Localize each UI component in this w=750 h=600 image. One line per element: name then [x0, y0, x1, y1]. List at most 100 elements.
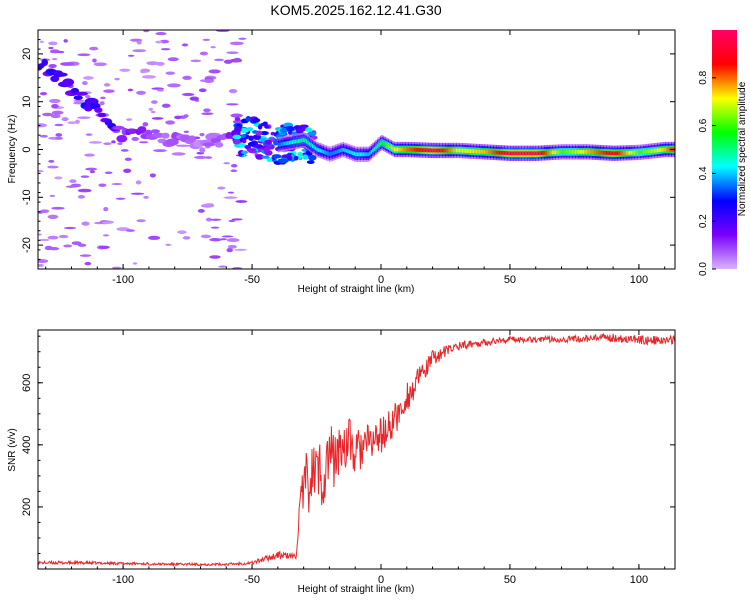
spectral-ribbon-core [660, 148, 662, 152]
spectral-noise-blob [80, 175, 90, 178]
spectral-ribbon-core [404, 147, 407, 152]
spectral-noise-blob [48, 41, 58, 46]
spectral-ribbon-core [653, 148, 656, 153]
spectral-noise-blob [73, 99, 86, 102]
spectral-ribbon-core [605, 151, 608, 155]
spectral-ribbon-core [622, 151, 625, 155]
spectral-ridge-blob [112, 125, 125, 130]
spectral-noise-blob [54, 176, 63, 180]
spectral-noise-blob [190, 59, 202, 63]
spectral-ribbon-core [485, 150, 487, 154]
spectral-ribbon-core [437, 148, 439, 153]
spectral-ribbon-core [341, 147, 343, 152]
spectral-ridge-blob [150, 129, 160, 134]
spectral-ribbon-core [280, 142, 283, 147]
spectral-ribbon-core [448, 148, 450, 153]
spectral-ribbon-core [655, 148, 657, 153]
spectral-noise-blob [235, 200, 248, 203]
spectral-noise-blob [217, 186, 226, 190]
spectral-ribbon-core [364, 152, 366, 157]
spectral-ribbon-core [285, 141, 287, 146]
spectral-ridge-blob [62, 78, 75, 87]
spectrogram-xtick-label: -50 [244, 274, 260, 286]
spectral-ribbon-core [539, 151, 541, 156]
spectral-ribbon-core [607, 151, 609, 155]
spectral-ribbon-core [299, 138, 301, 143]
spectral-ribbon-core [392, 146, 394, 151]
spectral-ribbon-core [407, 147, 410, 152]
spectral-ribbon-core [396, 147, 399, 152]
spectral-noise-blob [177, 230, 187, 234]
spectral-ribbon-core [629, 150, 631, 155]
spectral-ridge-blob [73, 95, 83, 100]
spectral-ribbon-core [556, 150, 558, 155]
spectral-noise-blob [136, 219, 146, 223]
spectral-noise-blob [171, 152, 186, 156]
spectral-ribbon-core [618, 151, 620, 156]
spectrogram-xtick-label: 100 [630, 274, 648, 286]
spectral-ribbon-core [491, 150, 493, 155]
spectral-cluster-blob [247, 141, 256, 147]
spectral-noise-blob [223, 196, 238, 199]
spectral-ribbon-core [457, 148, 459, 153]
spectral-ribbon-core [468, 149, 470, 153]
spectral-ribbon-core [669, 147, 671, 152]
spectral-noise-blob [135, 180, 142, 185]
spectral-noise-blob [48, 159, 55, 163]
snr-ytick-label: 200 [21, 498, 33, 516]
spectral-ribbon-core [449, 148, 451, 153]
spectral-ribbon-core [415, 147, 417, 152]
spectral-ridge-blob [165, 138, 179, 146]
spectral-ribbon-core [455, 148, 458, 153]
spectral-ribbon-core [639, 150, 642, 155]
spectral-noise-blob [85, 133, 93, 136]
spectral-noise-blob [89, 170, 96, 174]
spectral-ribbon-core [644, 149, 646, 154]
spectral-cluster-blob [238, 143, 246, 148]
spectral-noise-blob [49, 49, 60, 54]
spectral-ribbon-core [390, 145, 393, 150]
spectral-cluster-blob [257, 124, 263, 130]
spectral-ribbon-core [356, 152, 359, 157]
spectral-noise-blob [148, 235, 161, 240]
spectral-ribbon-core [444, 148, 447, 153]
spectral-ribbon-core [624, 150, 626, 155]
spectral-ribbon-core [509, 151, 512, 156]
spectral-ribbon-core [585, 149, 588, 154]
spectral-ribbon-core [559, 150, 561, 154]
spectral-cluster-blob [302, 154, 309, 160]
spectral-noise-blob [49, 194, 55, 197]
spectrogram-xtick-label: 0 [378, 274, 384, 286]
spectral-noise-blob [65, 185, 77, 188]
spectral-ribbon-core [395, 147, 397, 152]
spectral-ribbon-core [584, 149, 586, 154]
spectral-ribbon-core [571, 149, 574, 154]
spectral-ribbon-core [381, 140, 383, 145]
spectral-ribbon-core [438, 148, 441, 153]
spectral-noise-blob [127, 88, 134, 92]
spectral-noise-blob [103, 89, 115, 93]
snr-xtick-label: -50 [244, 574, 260, 586]
spectral-ribbon-core [291, 140, 294, 145]
spectral-cluster-blob [287, 155, 293, 161]
spectral-cluster-blob [246, 148, 257, 152]
spectral-ribbon-core [277, 142, 280, 147]
spectral-noise-blob [39, 40, 44, 44]
spectral-noise-blob [98, 245, 110, 249]
spectral-noise-blob [51, 103, 59, 109]
spectral-ribbon-core [342, 147, 345, 152]
spectrogram-ytick-label: 10 [21, 96, 33, 108]
spectral-ribbon-core [567, 149, 569, 154]
spectral-ribbon-core [520, 151, 523, 156]
spectral-ribbon-core [598, 150, 600, 155]
spectral-noise-blob [42, 112, 54, 117]
spectral-ribbon-core [643, 149, 645, 154]
spectral-noise-blob [210, 218, 222, 221]
spectral-ridge-blob [94, 107, 103, 113]
spectral-ribbon-core [477, 149, 479, 154]
spectral-ribbon-core [545, 150, 547, 155]
spectral-ribbon-core [522, 151, 524, 156]
spectral-noise-blob [160, 48, 171, 51]
spectral-ribbon-core [615, 151, 617, 156]
spectral-noise-blob [55, 133, 63, 137]
